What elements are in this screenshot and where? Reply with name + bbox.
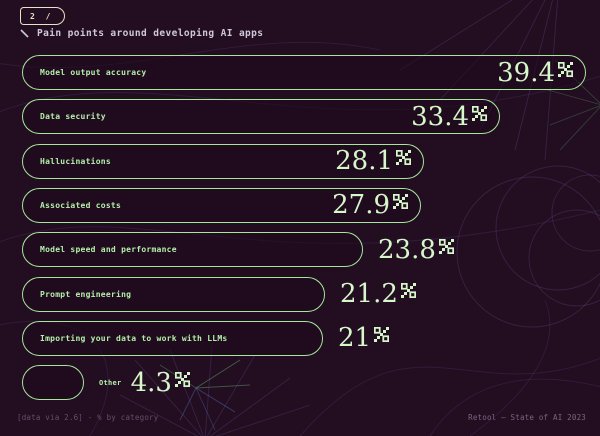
bar-value: 39.4: [497, 57, 555, 88]
chart-title-row: Pain points around developing AI apps: [20, 28, 263, 39]
page-number: 2 /: [30, 11, 54, 21]
bar-value: 4.3: [130, 367, 172, 398]
bar-label: Other: [99, 378, 122, 387]
percent-pixel-icon: [558, 61, 573, 77]
bar-value-group: 27.9: [332, 192, 408, 218]
bar-row: Model speed and performance 23.8: [22, 232, 586, 268]
bar: Prompt engineering: [22, 276, 325, 312]
page-number-badge: 2 /: [20, 7, 66, 25]
bar-value-inner: 21: [338, 323, 390, 354]
bar-value: 21: [338, 323, 372, 354]
bar: [22, 365, 84, 401]
chart-title: Pain points around developing AI apps: [37, 28, 264, 39]
bar-value-inner: 21.2: [340, 281, 416, 307]
bar: Importing your data to work with LLMs: [22, 320, 323, 356]
percent-pixel-icon: [396, 150, 411, 166]
bar-value: 28.1: [335, 146, 393, 177]
bar-label: Data security: [40, 112, 106, 122]
bar-value-group: 39.4: [497, 60, 573, 86]
bar-label: Associated costs: [40, 200, 122, 210]
bar-value: 23.8: [378, 234, 436, 265]
percent-pixel-icon: [174, 371, 190, 387]
bar-row: Importing your data to work with LLMs 21: [22, 320, 586, 356]
bar-value: 21.2: [340, 279, 398, 309]
bar-row: Hallucinations 28.1: [22, 143, 586, 179]
footer-credit: Retool – State of AI 2023: [468, 413, 586, 422]
bar-row: Data security 33.4: [22, 99, 586, 135]
bar: Data security: [22, 99, 500, 135]
bar-chart: Model output accuracy 39.4 Data security 33…: [22, 55, 586, 405]
bar-row: Prompt engineering 21.2: [22, 276, 586, 312]
bar-value-inner: 4.3: [131, 370, 190, 396]
bar-row: Model output accuracy 39.4: [22, 55, 586, 90]
bar-value-group: 23.8: [378, 237, 454, 263]
percent-pixel-icon: [374, 327, 390, 343]
bar-value: 27.9: [332, 190, 390, 221]
diagonal-arrow-icon: [20, 29, 29, 38]
bar-value-group: Other 4.3: [99, 370, 190, 396]
percent-pixel-icon: [472, 105, 487, 121]
percent-pixel-icon: [400, 283, 416, 298]
bar-value-inner: 23.8: [378, 237, 454, 263]
footer-note: [data via 2.6] - % by category: [17, 413, 159, 422]
bar-value-group: 21: [338, 323, 390, 354]
bar-value: 33.4: [411, 101, 469, 132]
bar-value-group: 21.2: [340, 281, 416, 307]
bar: Associated costs: [22, 187, 421, 223]
bar-value-group: 28.1: [335, 148, 411, 174]
bar: Model speed and performance: [22, 232, 363, 268]
percent-pixel-icon: [438, 238, 454, 254]
bar: Hallucinations: [22, 143, 424, 179]
bar-value-group: 33.4: [411, 104, 487, 130]
bar-row: Associated costs 27.9: [22, 187, 586, 223]
bar-label: Prompt engineering: [40, 289, 132, 299]
bar-row: Other 4.3: [22, 365, 586, 401]
bar-label: Model output accuracy: [40, 68, 147, 77]
bar-label: Model speed and performance: [40, 245, 177, 255]
bar: Model output accuracy: [22, 55, 586, 90]
bar-label: Hallucinations: [40, 156, 111, 166]
bar-label: Importing your data to work with LLMs: [40, 333, 228, 343]
percent-pixel-icon: [393, 194, 408, 210]
